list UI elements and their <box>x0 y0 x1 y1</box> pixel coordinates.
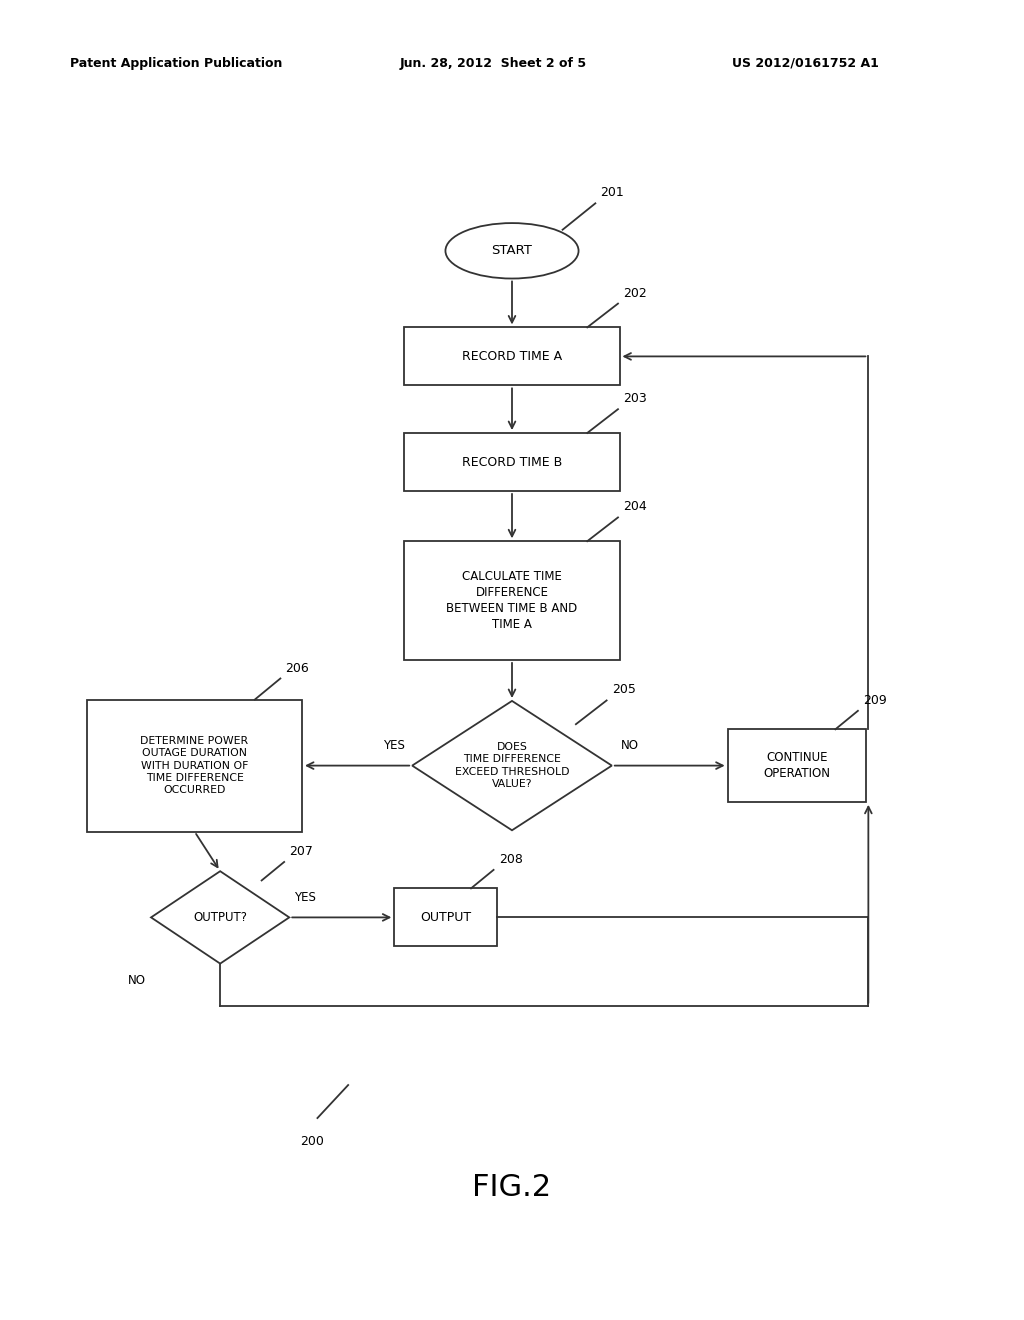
Text: 201: 201 <box>600 186 625 199</box>
Bar <box>404 433 620 491</box>
Text: 204: 204 <box>623 500 647 513</box>
Text: DETERMINE POWER
OUTAGE DURATION
WITH DURATION OF
TIME DIFFERENCE
OCCURRED: DETERMINE POWER OUTAGE DURATION WITH DUR… <box>140 735 249 796</box>
Text: DOES
TIME DIFFERENCE
EXCEED THRESHOLD
VALUE?: DOES TIME DIFFERENCE EXCEED THRESHOLD VA… <box>455 742 569 789</box>
Text: 208: 208 <box>499 853 522 866</box>
Bar <box>404 541 620 660</box>
Text: FIG.2: FIG.2 <box>472 1173 552 1203</box>
Text: 209: 209 <box>863 694 887 708</box>
Bar <box>727 729 866 803</box>
Text: Jun. 28, 2012  Sheet 2 of 5: Jun. 28, 2012 Sheet 2 of 5 <box>399 57 587 70</box>
Text: 203: 203 <box>623 392 647 405</box>
Bar <box>404 327 620 385</box>
Text: 200: 200 <box>300 1135 325 1148</box>
Bar <box>394 888 497 946</box>
Text: RECORD TIME B: RECORD TIME B <box>462 455 562 469</box>
Text: NO: NO <box>622 739 639 752</box>
Text: 207: 207 <box>290 845 313 858</box>
Text: YES: YES <box>295 891 316 904</box>
Text: US 2012/0161752 A1: US 2012/0161752 A1 <box>732 57 879 70</box>
Text: YES: YES <box>383 739 404 752</box>
Text: START: START <box>492 244 532 257</box>
Text: CONTINUE
OPERATION: CONTINUE OPERATION <box>763 751 830 780</box>
Text: RECORD TIME A: RECORD TIME A <box>462 350 562 363</box>
Text: CALCULATE TIME
DIFFERENCE
BETWEEN TIME B AND
TIME A: CALCULATE TIME DIFFERENCE BETWEEN TIME B… <box>446 570 578 631</box>
Text: OUTPUT: OUTPUT <box>420 911 471 924</box>
Text: 205: 205 <box>611 684 636 697</box>
Bar <box>87 700 302 832</box>
Text: 202: 202 <box>623 286 647 300</box>
Text: NO: NO <box>128 974 145 987</box>
Text: Patent Application Publication: Patent Application Publication <box>70 57 282 70</box>
Text: 206: 206 <box>286 661 309 675</box>
Text: OUTPUT?: OUTPUT? <box>194 911 247 924</box>
